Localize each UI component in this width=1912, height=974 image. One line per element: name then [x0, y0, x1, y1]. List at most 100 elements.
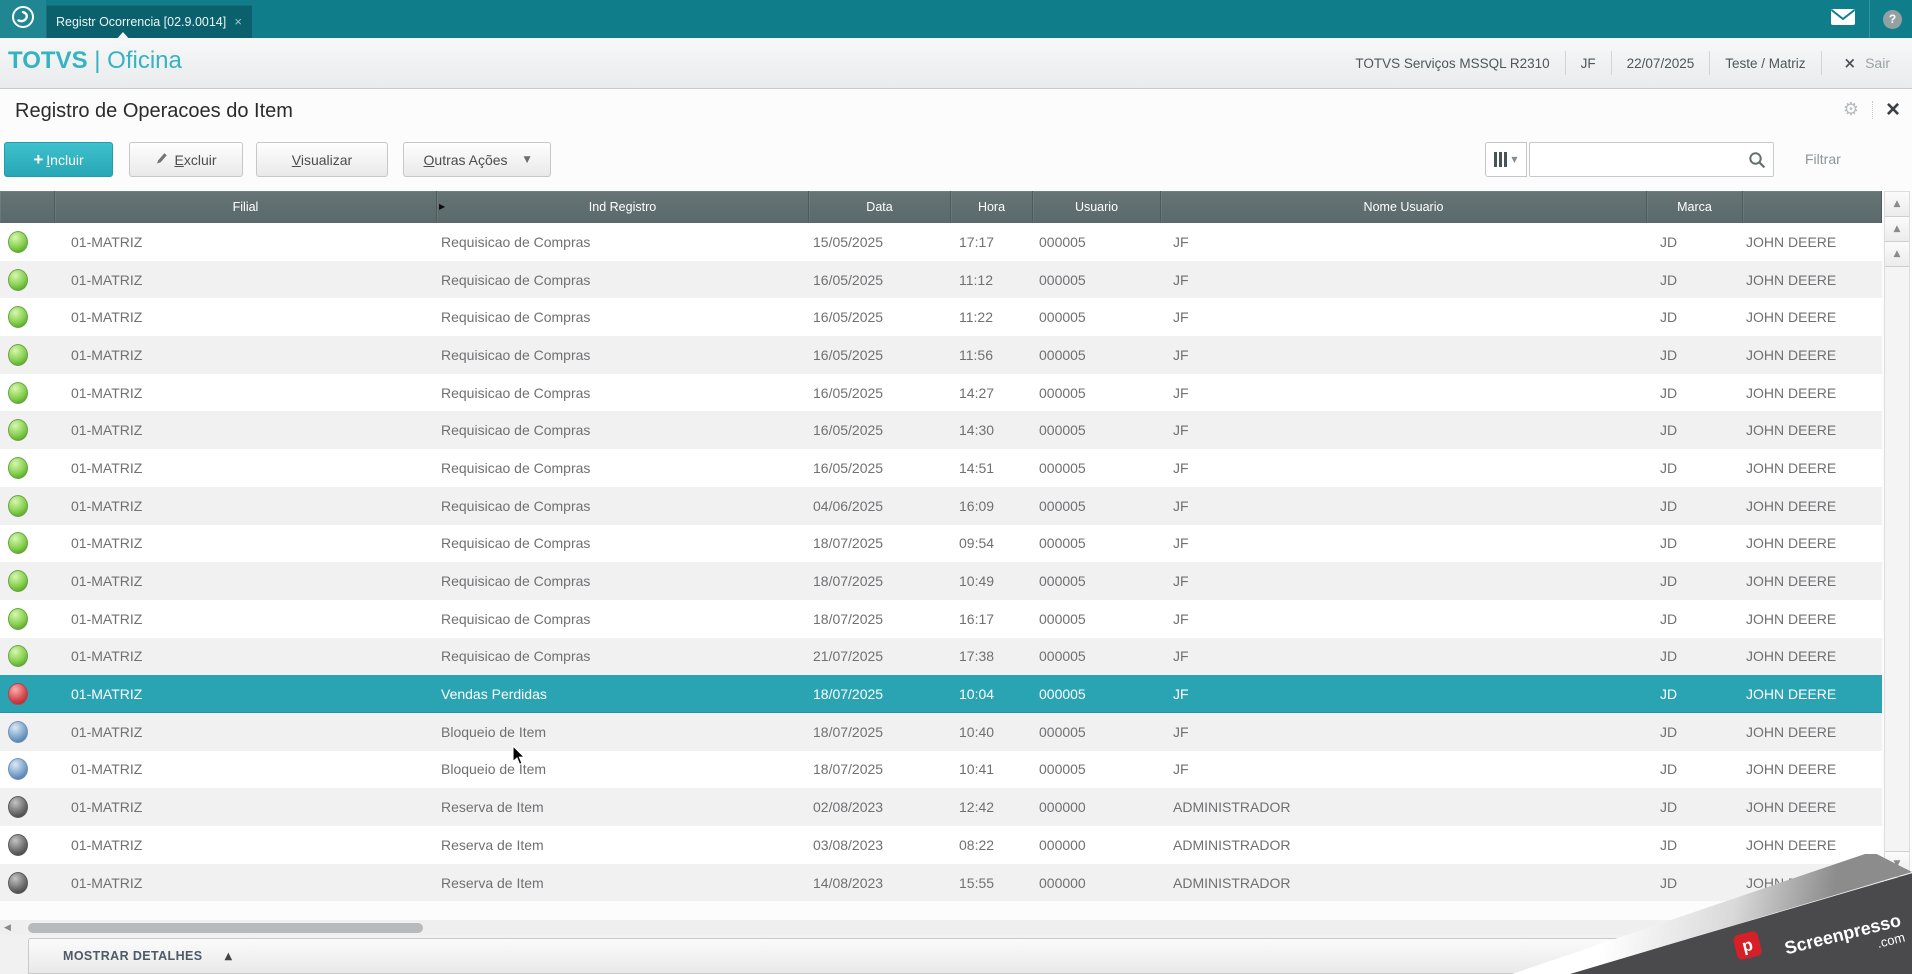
scroll-top-button[interactable]: ▲ [1885, 192, 1909, 217]
table-row[interactable]: 01-MATRIZ Reserva de Item 03/08/2023 08:… [0, 826, 1882, 864]
table-row[interactable]: 01-MATRIZ Bloqueio de Item 18/07/2025 10… [0, 750, 1882, 789]
pencil-icon [155, 152, 168, 168]
column-header-nome-marca[interactable] [1743, 191, 1882, 223]
table-row[interactable]: 01-MATRIZ Requisicao de Compras 18/07/20… [0, 562, 1882, 600]
search-icon[interactable] [1748, 151, 1766, 174]
cell-filial: 01-MATRIZ [71, 422, 143, 439]
cell-marca: JD [1660, 233, 1678, 250]
cell-usuario: 000005 [1039, 648, 1086, 665]
environment-name: TOTVS Serviços MSSQL R2310 [1355, 55, 1550, 71]
table-row[interactable]: 01-MATRIZ Requisicao de Compras 16/05/20… [0, 336, 1882, 374]
horizontal-scrollbar[interactable]: ◀ [0, 920, 1912, 935]
cell-data: 16/05/2025 [813, 309, 884, 326]
cell-nome-usuario: JF [1173, 233, 1189, 250]
table-row[interactable]: 01-MATRIZ Requisicao de Compras 16/05/20… [0, 298, 1882, 337]
column-header-nome-usuario[interactable]: Nome Usuario [1161, 191, 1647, 223]
scroll-left-icon[interactable]: ◀ [4, 923, 11, 933]
horizontal-scroll-thumb[interactable] [28, 923, 423, 933]
column-header-usuario[interactable]: Usuario [1033, 191, 1161, 223]
table-row[interactable]: 01-MATRIZ Requisicao de Compras 18/07/20… [0, 599, 1882, 638]
cell-nome-marca: JOHN DEERE [1746, 384, 1837, 401]
status-icon [8, 306, 28, 329]
cell-usuario: 000005 [1039, 309, 1086, 326]
cell-data: 16/05/2025 [813, 346, 884, 363]
table-row[interactable]: 01-MATRIZ Requisicao de Compras 18/07/20… [0, 524, 1882, 563]
column-chooser-button[interactable]: ▼ [1485, 142, 1527, 177]
gear-icon[interactable]: ⚙ [1842, 99, 1859, 120]
column-header-data[interactable]: Data [809, 191, 951, 223]
table-row[interactable]: 01-MATRIZ Requisicao de Compras 16/05/20… [0, 449, 1882, 487]
cell-marca: JD [1660, 309, 1678, 326]
filtrar-label[interactable]: Filtrar [1805, 151, 1841, 167]
table-row[interactable]: 01-MATRIZ Requisicao de Compras 16/05/20… [0, 411, 1882, 450]
scroll-up-step-button[interactable]: ▲ [1885, 242, 1909, 267]
cell-ind-registro: Requisicao de Compras [441, 233, 591, 250]
cell-marca: JD [1660, 648, 1678, 665]
cell-hora: 14:30 [959, 422, 995, 439]
logout-button[interactable]: × Sair [1837, 54, 1912, 72]
cell-ind-registro: Reserva de Item [441, 874, 544, 891]
table-row[interactable]: 01-MATRIZ Requisicao de Compras 15/05/20… [0, 223, 1882, 261]
table-row[interactable]: 01-MATRIZ Reserva de Item 14/08/2023 15:… [0, 863, 1882, 902]
cell-ind-registro: Requisicao de Compras [441, 573, 591, 590]
status-icon [8, 871, 28, 894]
table-row[interactable]: 01-MATRIZ Requisicao de Compras 16/05/20… [0, 373, 1882, 412]
mostrar-detalhes-bar[interactable]: MOSTRAR DETALHES ▲ [28, 938, 1912, 974]
column-header-marca[interactable]: Marca [1647, 191, 1743, 223]
top-bar: Registr Ocorrencia [02.9.0014] × ? [0, 0, 1912, 41]
tab-close-icon[interactable]: × [234, 14, 242, 29]
cell-hora: 17:17 [959, 233, 995, 250]
page-close-icon[interactable]: × [1885, 95, 1900, 123]
cell-usuario: 000005 [1039, 535, 1086, 552]
cell-marca: JD [1660, 723, 1678, 740]
table-row[interactable]: 01-MATRIZ Bloqueio de Item 18/07/2025 10… [0, 712, 1882, 751]
cell-ind-registro: Requisicao de Compras [441, 648, 591, 665]
cell-filial: 01-MATRIZ [71, 271, 143, 288]
visualizar-button[interactable]: Visualizar [256, 142, 388, 177]
status-icon [8, 494, 28, 517]
cell-data: 14/08/2023 [813, 874, 884, 891]
cell-data: 03/08/2023 [813, 836, 884, 853]
app-menu-button[interactable] [0, 0, 46, 38]
cell-marca: JD [1660, 874, 1678, 891]
totvs-logo-icon [10, 4, 36, 35]
cell-marca: JD [1660, 836, 1678, 853]
window-tab[interactable]: Registr Ocorrencia [02.9.0014] × [46, 5, 252, 38]
cell-nome-usuario: JF [1173, 610, 1189, 627]
grid-header: Filial ▶ Ind Registro Data Hora Usuario … [0, 191, 1882, 223]
cell-marca: JD [1660, 346, 1678, 363]
scroll-down-step-button[interactable]: ▼ [1885, 851, 1909, 876]
incluir-button[interactable]: + Incluir [4, 142, 113, 177]
table-row[interactable]: 01-MATRIZ Requisicao de Compras 16/05/20… [0, 260, 1882, 299]
help-icon[interactable]: ? [1883, 9, 1902, 29]
cell-data: 02/08/2023 [813, 799, 884, 816]
icon-divider [1869, 0, 1870, 38]
cell-marca: JD [1660, 573, 1678, 590]
status-icon [8, 833, 28, 856]
table-row[interactable]: 01-MATRIZ Requisicao de Compras 04/06/20… [0, 486, 1882, 525]
cell-filial: 01-MATRIZ [71, 836, 143, 853]
cell-nome-usuario: ADMINISTRADOR [1173, 836, 1291, 853]
cell-filial: 01-MATRIZ [71, 799, 143, 816]
excluir-button[interactable]: Excluir [129, 142, 243, 177]
status-icon [8, 268, 28, 291]
scroll-bottom-button[interactable]: ▼ [1885, 876, 1909, 901]
mail-icon[interactable] [1830, 8, 1856, 31]
table-row[interactable]: 01-MATRIZ Vendas Perdidas 18/07/2025 10:… [0, 675, 1882, 713]
collapse-up-icon: ▲ [224, 950, 233, 962]
outras-acoes-button[interactable]: Outras Ações ▼ [403, 142, 551, 177]
column-header-status[interactable] [0, 191, 55, 223]
scroll-up-button[interactable]: ▲ [1885, 217, 1909, 242]
session-date: 22/07/2025 [1626, 55, 1695, 71]
cell-hora: 17:38 [959, 648, 995, 665]
vertical-scrollbar[interactable]: ▲ ▲ ▲ ▼ ▼ [1884, 191, 1910, 902]
brand-title: TOTVS | Oficina [8, 47, 182, 75]
table-row[interactable]: 01-MATRIZ Reserva de Item 02/08/2023 12:… [0, 788, 1882, 826]
table-row[interactable]: 01-MATRIZ Requisicao de Compras 21/07/20… [0, 637, 1882, 676]
cell-ind-registro: Reserva de Item [441, 799, 544, 816]
search-input[interactable] [1530, 143, 1745, 176]
column-header-ind-registro[interactable]: ▶ Ind Registro [437, 191, 809, 223]
column-header-filial[interactable]: Filial [55, 191, 437, 223]
column-header-hora[interactable]: Hora [951, 191, 1033, 223]
